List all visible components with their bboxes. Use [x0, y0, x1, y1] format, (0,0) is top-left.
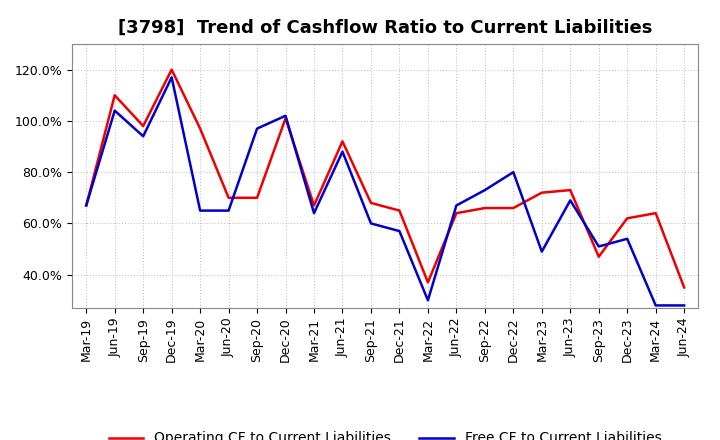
- Operating CF to Current Liabilities: [680, 285, 688, 290]
- Free CF to Current Liabilities: [395, 228, 404, 234]
- Operating CF to Current Liabilities: [366, 200, 375, 205]
- Operating CF to Current Liabilities: [282, 116, 290, 121]
- Operating CF to Current Liabilities: [82, 203, 91, 208]
- Free CF to Current Liabilities: [82, 203, 91, 208]
- Free CF to Current Liabilities: [595, 244, 603, 249]
- Free CF to Current Liabilities: [139, 134, 148, 139]
- Operating CF to Current Liabilities: [566, 187, 575, 193]
- Operating CF to Current Liabilities: [595, 254, 603, 259]
- Operating CF to Current Liabilities: [423, 280, 432, 285]
- Legend: Operating CF to Current Liabilities, Free CF to Current Liabilities: Operating CF to Current Liabilities, Fre…: [103, 426, 667, 440]
- Free CF to Current Liabilities: [196, 208, 204, 213]
- Title: [3798]  Trend of Cashflow Ratio to Current Liabilities: [3798] Trend of Cashflow Ratio to Curren…: [118, 19, 652, 37]
- Free CF to Current Liabilities: [253, 126, 261, 131]
- Free CF to Current Liabilities: [282, 113, 290, 118]
- Free CF to Current Liabilities: [423, 298, 432, 303]
- Operating CF to Current Liabilities: [338, 139, 347, 144]
- Free CF to Current Liabilities: [537, 249, 546, 254]
- Free CF to Current Liabilities: [680, 303, 688, 308]
- Operating CF to Current Liabilities: [253, 195, 261, 201]
- Operating CF to Current Liabilities: [537, 190, 546, 195]
- Free CF to Current Liabilities: [366, 221, 375, 226]
- Operating CF to Current Liabilities: [623, 216, 631, 221]
- Free CF to Current Liabilities: [167, 75, 176, 80]
- Line: Free CF to Current Liabilities: Free CF to Current Liabilities: [86, 77, 684, 305]
- Operating CF to Current Liabilities: [310, 203, 318, 208]
- Operating CF to Current Liabilities: [167, 67, 176, 72]
- Free CF to Current Liabilities: [310, 210, 318, 216]
- Free CF to Current Liabilities: [110, 108, 119, 113]
- Free CF to Current Liabilities: [480, 187, 489, 193]
- Operating CF to Current Liabilities: [452, 210, 461, 216]
- Operating CF to Current Liabilities: [225, 195, 233, 201]
- Free CF to Current Liabilities: [623, 236, 631, 242]
- Operating CF to Current Liabilities: [139, 123, 148, 128]
- Free CF to Current Liabilities: [566, 198, 575, 203]
- Free CF to Current Liabilities: [225, 208, 233, 213]
- Line: Operating CF to Current Liabilities: Operating CF to Current Liabilities: [86, 70, 684, 287]
- Operating CF to Current Liabilities: [480, 205, 489, 211]
- Operating CF to Current Liabilities: [196, 126, 204, 131]
- Free CF to Current Liabilities: [338, 149, 347, 154]
- Operating CF to Current Liabilities: [509, 205, 518, 211]
- Free CF to Current Liabilities: [452, 203, 461, 208]
- Operating CF to Current Liabilities: [395, 208, 404, 213]
- Free CF to Current Liabilities: [652, 303, 660, 308]
- Operating CF to Current Liabilities: [652, 210, 660, 216]
- Free CF to Current Liabilities: [509, 169, 518, 175]
- Operating CF to Current Liabilities: [110, 93, 119, 98]
